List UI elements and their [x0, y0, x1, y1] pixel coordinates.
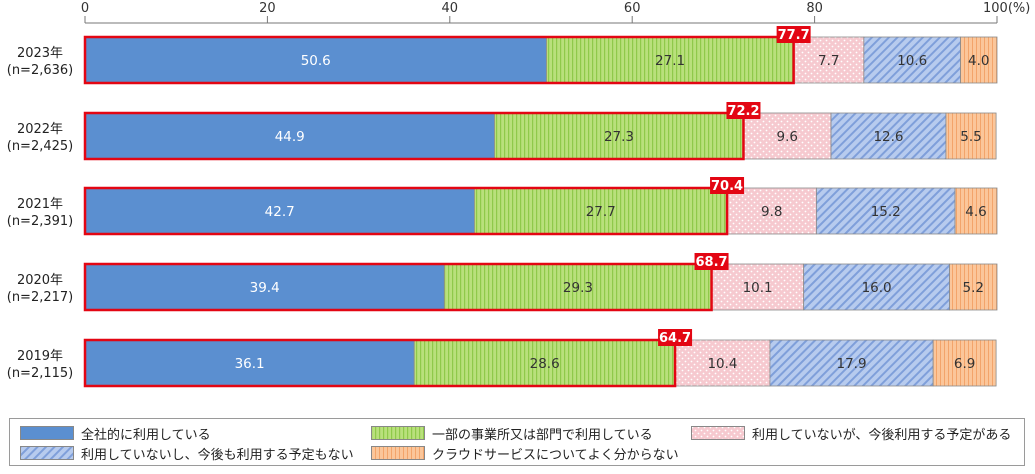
- x-tick-label: 100(%): [983, 1, 1030, 16]
- bar-value-label: 5.5: [960, 129, 981, 145]
- usage-total-label: 70.4: [711, 179, 743, 194]
- legend-item-company-wide: 全社的に利用している: [20, 423, 211, 443]
- legend-item-dont-know: クラウドサービスについてよく分からない: [371, 443, 679, 463]
- bar-value-label: 10.4: [707, 356, 737, 372]
- legend-label: 利用していないが、今後利用する予定がある: [752, 427, 1012, 443]
- y-label-n: (n=2,115): [7, 366, 74, 381]
- bar-segment: [960, 36, 998, 84]
- bar-value-label: 28.6: [530, 356, 560, 372]
- bar-value-label: 17.9: [837, 356, 867, 372]
- bar-value-label: 27.7: [586, 204, 616, 220]
- legend-swatch-plan-to-use: [691, 426, 745, 440]
- x-tick-label: 40: [442, 1, 459, 16]
- x-axis: 0 20 40 60 80 100(%): [81, 1, 1030, 24]
- usage-total-frame: [83, 186, 729, 236]
- x-tick-label: 20: [259, 1, 276, 16]
- bar-value-label: 4.6: [965, 204, 986, 220]
- legend-label: 利用していないし、今後も利用する予定もない: [81, 447, 354, 463]
- bar-segment: [84, 263, 445, 311]
- y-label-n: (n=2,217): [7, 290, 74, 305]
- bar-segment: [932, 339, 997, 387]
- usage-total-label: 64.7: [659, 331, 691, 346]
- usage-total-badge: [658, 329, 693, 346]
- bar-value-label: 7.7: [818, 53, 839, 69]
- y-label-year: 2022年: [17, 122, 63, 137]
- y-label-year: 2019年: [17, 349, 63, 364]
- bar-value-label: 4.0: [968, 53, 989, 69]
- legend-label: 全社的に利用している: [81, 427, 211, 443]
- usage-total-frame: [83, 111, 745, 161]
- bar-value-label: 10.1: [743, 280, 773, 296]
- data-labels: 50.6 27.1 7.7 10.6 4.0 77.7 44.9 27.3 9.6 12.6 5.5…: [235, 26, 990, 372]
- stacked-bar-chart: 0 20 40 60 80 100(%) 2023年 (n=2,636) 2022年 (n=2,…: [7, 1, 1030, 388]
- y-label-year: 2020年: [17, 273, 63, 288]
- y-label-n: (n=2,425): [7, 139, 74, 154]
- usage-total-badge: [710, 177, 745, 194]
- bar-value-label: 44.9: [275, 129, 305, 145]
- bar-segment: [863, 36, 961, 84]
- bar-value-label: 10.6: [897, 53, 927, 69]
- bar-segment: [711, 263, 805, 311]
- usage-total-label: 77.7: [778, 28, 810, 43]
- bar-segment: [743, 112, 832, 160]
- legend-swatch-company-wide: [20, 426, 74, 440]
- legend: 全社的に利用している 一部の事業所又は部門で利用している 利用していないが、今後…: [9, 418, 1025, 466]
- bar-segment: [803, 263, 950, 311]
- bar-value-label: 42.7: [265, 204, 295, 220]
- legend-item-no-plan: 利用していないし、今後も利用する予定もない: [20, 443, 354, 463]
- bar-value-label: 29.3: [563, 280, 593, 296]
- bar-segment: [793, 36, 865, 84]
- usage-total-frame: [83, 35, 795, 85]
- y-label-year: 2023年: [17, 46, 63, 61]
- usage-total-badge: [776, 26, 811, 43]
- usage-total-badge: [694, 253, 729, 270]
- bar-value-label: 5.2: [963, 280, 984, 296]
- bar-value-label: 6.9: [954, 356, 975, 372]
- x-tick-label: 80: [806, 1, 823, 16]
- legend-swatch-partial-use: [371, 426, 425, 440]
- legend-item-partial-use: 一部の事業所又は部門で利用している: [371, 423, 653, 443]
- usage-total-label: 72.2: [727, 104, 759, 119]
- usage-total-frame: [83, 262, 713, 312]
- bar-segment: [84, 112, 495, 160]
- bar-value-label: 12.6: [873, 129, 903, 145]
- bar-segment: [413, 339, 676, 387]
- bar-value-label: 15.2: [871, 204, 901, 220]
- usage-total-frame: [83, 338, 677, 388]
- bar-value-label: 27.1: [655, 53, 685, 69]
- bar-segment: [474, 187, 728, 235]
- bars: [83, 35, 998, 388]
- legend-item-plan-to-use: 利用していないが、今後利用する予定がある: [691, 423, 1011, 443]
- bar-value-label: 9.6: [776, 129, 797, 145]
- x-tick-label: 0: [81, 1, 89, 16]
- bar-value-label: 9.8: [761, 204, 782, 220]
- bar-segment: [830, 112, 947, 160]
- usage-total-badge: [726, 102, 761, 119]
- bar-segment: [954, 187, 998, 235]
- bar-segment: [546, 36, 795, 84]
- bar-segment: [443, 263, 712, 311]
- y-label-n: (n=2,636): [7, 63, 74, 78]
- y-axis-labels: 2023年 (n=2,636) 2022年 (n=2,425) 2021年 (n=2,39…: [7, 46, 74, 381]
- bar-segment: [816, 187, 956, 235]
- bar-segment: [769, 339, 934, 387]
- usage-total-label: 68.7: [696, 255, 728, 270]
- bar-value-label: 50.6: [301, 53, 331, 69]
- legend-label: クラウドサービスについてよく分からない: [432, 447, 679, 463]
- y-label-n: (n=2,391): [7, 214, 74, 229]
- bar-value-label: 36.1: [235, 356, 265, 372]
- x-tick-label: 60: [624, 1, 641, 16]
- bar-value-label: 27.3: [604, 129, 634, 145]
- y-label-year: 2021年: [17, 197, 63, 212]
- legend-swatch-no-plan: [20, 446, 74, 460]
- legend-label: 一部の事業所又は部門で利用している: [432, 427, 653, 443]
- bar-value-label: 16.0: [862, 280, 892, 296]
- bar-value-label: 39.4: [250, 280, 280, 296]
- bar-segment: [674, 339, 771, 387]
- bar-segment: [945, 112, 997, 160]
- bar-segment: [949, 263, 998, 311]
- legend-swatch-dont-know: [371, 446, 425, 460]
